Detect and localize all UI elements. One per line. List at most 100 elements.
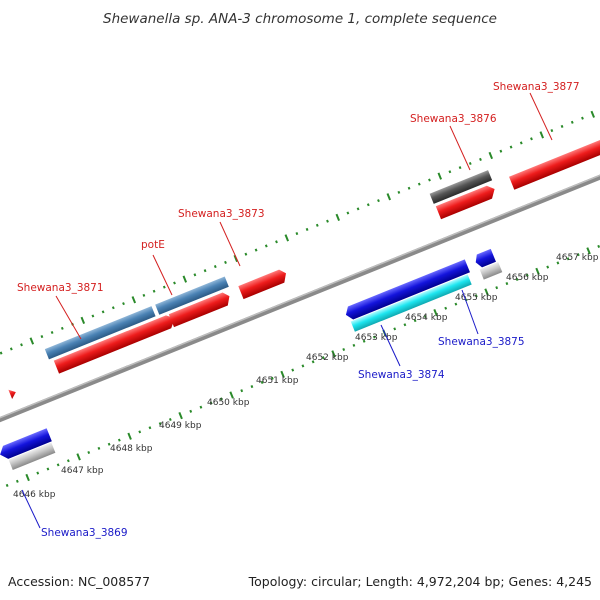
tick-mark (454, 302, 458, 306)
gene-label-potE[interactable]: potE (141, 239, 165, 251)
tick-mark (107, 442, 111, 446)
tick-mark (162, 285, 166, 289)
tick-mark (213, 265, 217, 269)
gene-label-shewana3-3873[interactable]: Shewana3_3873 (178, 208, 265, 220)
chromosome-backbone (0, 138, 600, 459)
tick-mark (40, 335, 44, 339)
tick-mark (29, 337, 35, 345)
tick-label: 4655 kbp (455, 293, 498, 303)
tick-mark (260, 380, 264, 384)
tick-mark (244, 252, 248, 256)
tick-mark (0, 351, 3, 355)
tick-label: 4652 kbp (306, 353, 349, 363)
gene-label-shewana3-3876[interactable]: Shewana3_3876 (410, 113, 497, 125)
tick-mark (305, 227, 309, 231)
tick-mark (15, 479, 19, 483)
leader-line (529, 92, 553, 141)
leader-line (152, 254, 173, 296)
gene-arrow-shewana3-3874[interactable] (350, 274, 472, 332)
tick-label: 4657 kbp (556, 253, 599, 263)
tick-mark (586, 247, 591, 255)
tick-mark (372, 335, 376, 339)
gene-arrow-shewana3-3876-dark[interactable] (429, 170, 493, 204)
gene-arrow-potE-part1[interactable] (44, 306, 156, 360)
tick-mark (352, 343, 356, 347)
tick-mark (46, 467, 50, 471)
tick-mark (158, 422, 162, 426)
tick-mark (189, 409, 193, 413)
gene-arrow-potE-part2[interactable] (155, 276, 229, 315)
tick-mark (505, 282, 509, 286)
tick-mark (178, 412, 183, 420)
reverse-genes (0, 248, 503, 470)
tick-mark (25, 473, 30, 482)
tick-mark (448, 170, 452, 174)
tick-mark (264, 244, 268, 248)
gene-label-shewana3-3871[interactable]: Shewana3_3871 (17, 282, 104, 294)
tick-mark (393, 327, 397, 331)
tick-mark (576, 253, 580, 257)
tick-mark (148, 426, 152, 430)
gene-arrow-shewana3-3869-gray[interactable] (8, 442, 56, 470)
leader-line (461, 289, 479, 335)
tick-mark (142, 293, 146, 297)
tick-label: 4650 kbp (207, 398, 250, 408)
tick-mark (566, 257, 570, 261)
tick-mark (560, 124, 564, 128)
tick-mark (346, 211, 350, 215)
tick-mark (127, 432, 132, 440)
tick-labels: 4646 kbp 4647 kbp 4648 kbp 4649 kbp 4650… (13, 253, 599, 500)
tick-mark (570, 120, 574, 124)
gene-arrow-shewana3-3871[interactable] (53, 313, 178, 374)
tick-mark (321, 356, 325, 360)
gene-arrow-shewana3-3877[interactable] (509, 137, 600, 190)
tick-mark (101, 310, 105, 314)
tick-mark (433, 309, 438, 317)
gene-arrow-shewana3-3875-gray[interactable] (479, 261, 503, 280)
gene-arrow-shewana3-3873[interactable] (238, 268, 289, 300)
tick-mark (342, 347, 346, 352)
tick-mark (240, 389, 244, 393)
tick-mark (270, 376, 274, 380)
tick-label: 4648 kbp (110, 444, 153, 454)
tick-mark (50, 330, 54, 335)
gene-label-shewana3-3877[interactable]: Shewana3_3877 (493, 81, 580, 93)
tick-mark (428, 178, 431, 182)
gene-label-shewana3-3869[interactable]: Shewana3_3869 (41, 527, 128, 539)
gene-arrow-shewana3-3872[interactable] (168, 291, 233, 328)
leader-line (21, 489, 41, 529)
tick-mark (173, 281, 176, 285)
gene-arrow-shewana3-3870[interactable] (8, 388, 17, 400)
tick-mark (80, 316, 86, 324)
tick-mark (315, 223, 319, 227)
tick-mark (199, 405, 203, 409)
gene-arrow-shewana3-3876[interactable] (435, 183, 498, 220)
tick-mark (193, 273, 197, 277)
gene-label-shewana3-3874[interactable]: Shewana3_3874 (358, 369, 445, 381)
tick-mark (484, 288, 489, 296)
tick-mark (275, 240, 278, 244)
tick-mark (413, 319, 417, 323)
tick-mark (581, 116, 584, 120)
tick-mark (509, 145, 513, 149)
tick-mark (326, 219, 329, 223)
tick-mark (131, 296, 137, 304)
tick-label: 4649 kbp (159, 421, 202, 431)
tick-mark (366, 203, 370, 207)
tick-label: 4651 kbp (256, 376, 299, 386)
gene-label-shewana3-3875[interactable]: Shewana3_3875 (438, 336, 525, 348)
tick-mark (397, 190, 401, 194)
tick-mark (138, 430, 142, 434)
tick-mark (66, 459, 70, 463)
gene-arrow-shewana3-3875[interactable] (473, 248, 496, 269)
tick-mark (550, 129, 554, 133)
reverse-gene-labels: Shewana3_3869 Shewana3_3874 Shewana3_387… (21, 289, 525, 539)
gene-arrow-shewana3-3874-blue[interactable] (343, 259, 471, 321)
tick-mark (539, 131, 544, 139)
gene-arrow-shewana3-3869[interactable] (0, 428, 52, 461)
tick-mark (60, 326, 64, 330)
tick-mark (403, 323, 407, 327)
tick-mark (20, 343, 23, 347)
tick-mark (468, 161, 472, 166)
tick-mark (168, 417, 172, 422)
